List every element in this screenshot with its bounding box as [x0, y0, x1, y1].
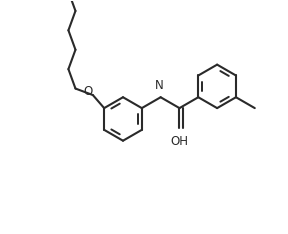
Text: O: O: [83, 85, 92, 98]
Text: OH: OH: [170, 135, 188, 148]
Text: N: N: [155, 79, 164, 92]
